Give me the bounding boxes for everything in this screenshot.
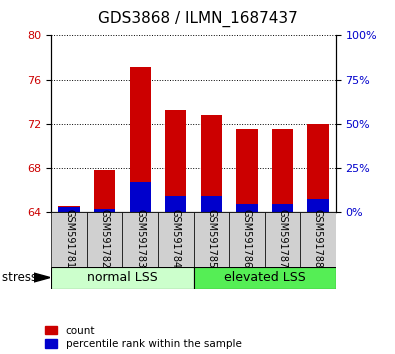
Bar [58, 206, 80, 212]
Text: GSM591786: GSM591786 [242, 209, 252, 268]
Bar [307, 199, 329, 212]
Bar [130, 68, 151, 212]
Bar [51, 267, 194, 289]
Text: GSM591781: GSM591781 [64, 209, 74, 268]
Bar [265, 212, 300, 267]
Bar [194, 212, 229, 267]
Bar [122, 212, 158, 267]
Bar [201, 196, 222, 212]
Text: GSM591784: GSM591784 [171, 209, 181, 268]
Bar [165, 110, 186, 212]
Bar [130, 182, 151, 212]
Bar [194, 267, 336, 289]
Text: GSM591782: GSM591782 [100, 209, 110, 268]
Bar [201, 115, 222, 212]
Legend: count, percentile rank within the sample: count, percentile rank within the sample [45, 326, 241, 349]
Bar [272, 130, 293, 212]
Bar [236, 130, 258, 212]
Bar [272, 204, 293, 212]
Text: GDS3868 / ILMN_1687437: GDS3868 / ILMN_1687437 [98, 11, 297, 27]
Text: normal LSS: normal LSS [87, 271, 158, 284]
Text: GSM591785: GSM591785 [206, 209, 216, 268]
Bar [300, 212, 336, 267]
Bar [236, 204, 258, 212]
Bar [94, 209, 115, 212]
Bar [58, 207, 80, 212]
Bar [158, 212, 194, 267]
Bar [307, 125, 329, 212]
Bar [87, 212, 122, 267]
Bar [229, 212, 265, 267]
Text: stress: stress [2, 271, 41, 284]
Bar [165, 196, 186, 212]
Text: elevated LSS: elevated LSS [224, 271, 305, 284]
Text: GSM591788: GSM591788 [313, 209, 323, 268]
Text: GSM591787: GSM591787 [277, 209, 288, 268]
Polygon shape [34, 273, 50, 282]
Bar [51, 212, 87, 267]
Bar [94, 170, 115, 212]
Text: GSM591783: GSM591783 [135, 209, 145, 268]
